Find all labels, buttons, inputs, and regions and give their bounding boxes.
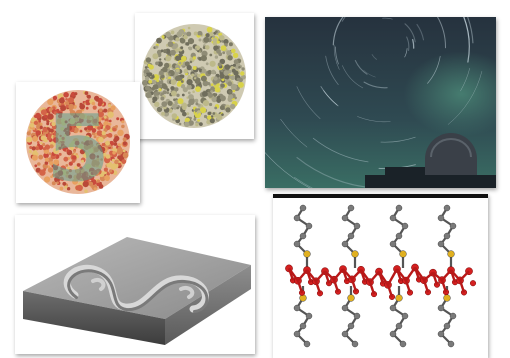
night-sky-star-trails-icon: [265, 17, 496, 188]
plate-dots: [26, 90, 130, 193]
hidden-digit: 5: [46, 95, 110, 202]
plate-dots: [142, 26, 246, 128]
color-blindness-plate-card: 5: [16, 82, 140, 203]
3d-relief-surface-icon: [23, 237, 251, 345]
relief-surface-card: [15, 215, 255, 354]
ball-and-stick-molecule-icon: [285, 204, 477, 348]
star-trails-card: [265, 17, 496, 188]
color-blindness-plate-icon: 5: [26, 90, 130, 202]
color-dot-plate-card: [135, 13, 254, 139]
molecule-structure: [285, 204, 477, 348]
observatory-silhouette: [365, 133, 496, 188]
molecule-card: [273, 194, 488, 358]
color-dot-plate-icon: [142, 24, 246, 128]
